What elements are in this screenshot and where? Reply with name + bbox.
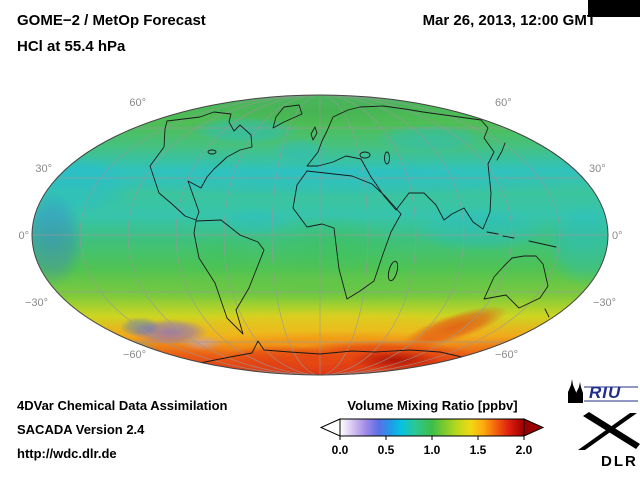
riu-logo-icon: [568, 379, 638, 403]
lat-label-60n-right: 60°: [495, 97, 512, 109]
map-boundary: [31, 94, 609, 376]
lat-label-60n-left: 60°: [129, 97, 146, 109]
lat-label-30n-right: 30°: [589, 163, 606, 175]
colorbar: [319, 418, 545, 440]
figure-title: GOME−2 / MetOp Forecast: [17, 12, 206, 29]
colorbar-tick-15: 1.5: [469, 443, 487, 457]
figure-subtitle: HCl at 55.4 hPa: [17, 38, 126, 55]
colorbar-title: Volume Mixing Ratio [ppbv]: [347, 398, 518, 413]
figure-datetime: Mar 26, 2013, 12:00 GMT: [422, 12, 596, 29]
riu-logo-text: RIU: [589, 383, 622, 402]
colorbar-tick-05: 0.5: [377, 443, 395, 457]
credit-url: http://wdc.dlr.de: [17, 446, 117, 461]
lat-label-60s-right: −60°: [495, 349, 519, 361]
corner-banner: [588, 0, 640, 17]
colorbar-left-arrow: [319, 418, 341, 437]
lat-label-30s-right: −30°: [593, 297, 617, 309]
colorbar-gradient: [339, 418, 525, 437]
riu-spire2-icon: [576, 382, 583, 403]
colorbar-tick-20: 2.0: [515, 443, 533, 457]
riu-spire-icon: [568, 379, 576, 403]
lat-label-30n-left: 30°: [35, 163, 52, 175]
lat-label-0-left: 0°: [18, 230, 29, 242]
colorbar-tick-10: 1.0: [423, 443, 441, 457]
credit-assimilation: 4DVar Chemical Data Assimilation: [17, 398, 228, 413]
world-map: [32, 95, 608, 375]
lat-label-60s-left: −60°: [122, 349, 146, 361]
colorbar-ticks: [339, 436, 525, 440]
lat-label-30s-left: −30°: [24, 297, 48, 309]
colorbar-right-arrow: [523, 418, 545, 437]
coastlines: [149, 104, 557, 367]
dlr-logo-text: DLR: [601, 453, 638, 470]
dlr-logo-icon: [578, 412, 640, 450]
lat-label-0-right: 0°: [612, 230, 623, 242]
credit-version: SACADA Version 2.4: [17, 422, 145, 437]
colorbar-tick-0: 0.0: [331, 443, 349, 457]
